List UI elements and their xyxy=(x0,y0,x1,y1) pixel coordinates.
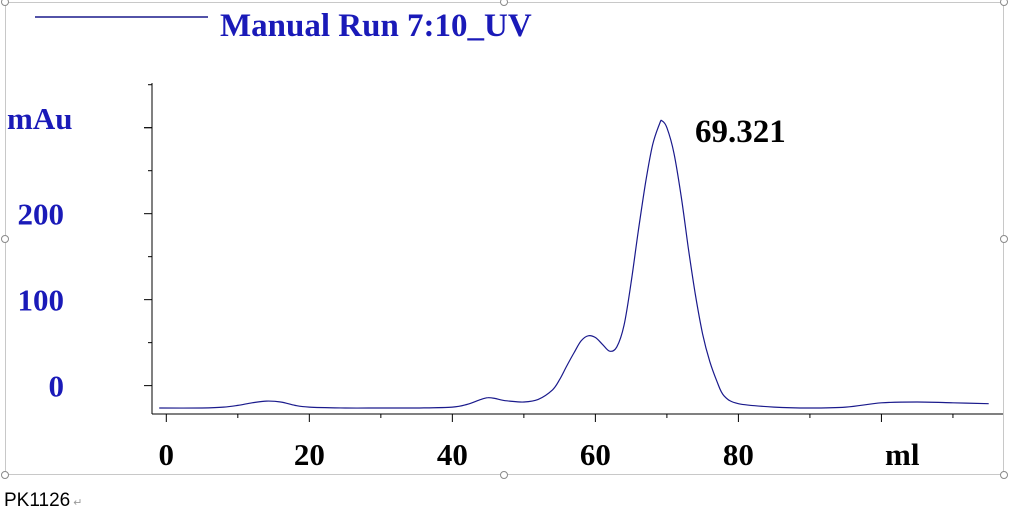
resize-handle-top-right[interactable] xyxy=(1000,0,1008,6)
x-tick-label: 80 xyxy=(723,437,754,472)
resize-handle-bottom-right[interactable] xyxy=(1000,471,1008,479)
x-tick-label: 60 xyxy=(580,437,611,472)
y-tick-label: 200 xyxy=(18,197,65,232)
paragraph-mark-icon: ↵ xyxy=(73,497,83,509)
resize-handle-bottom-middle[interactable] xyxy=(500,471,508,479)
caption-text: PK1126 xyxy=(4,490,71,511)
x-ticks: 0 20 40 60 80 xyxy=(159,414,954,472)
figure-caption: PK1126 ↵ xyxy=(4,490,82,512)
annotation-layer: 69.321 xyxy=(695,114,786,150)
series-line xyxy=(159,119,989,409)
x-tick-label: 20 xyxy=(294,437,325,472)
resize-handle-top-middle[interactable] xyxy=(500,0,508,6)
y-tick-label: 100 xyxy=(18,283,65,318)
y-axis-label: mAu xyxy=(7,101,72,136)
x-tick-label: 0 xyxy=(159,437,175,472)
resize-handle-bottom-left[interactable] xyxy=(1,471,9,479)
resize-handle-middle-right[interactable] xyxy=(1000,235,1008,243)
x-tick-label: 40 xyxy=(437,437,468,472)
resize-handle-top-left[interactable] xyxy=(1,0,9,6)
axes xyxy=(151,83,1003,415)
chromatogram-chart: Manual Run 7:10_UV mAu ml 0 100 200 0 20 40 6… xyxy=(7,8,1003,472)
chart-title: Manual Run 7:10_UV xyxy=(220,8,532,44)
x-axis-label: ml xyxy=(885,437,920,472)
peak-label: 69.321 xyxy=(695,114,786,150)
resize-handle-middle-left[interactable] xyxy=(1,235,9,243)
series-layer xyxy=(159,119,989,409)
y-ticks: 0 100 200 xyxy=(18,84,152,404)
y-tick-label: 0 xyxy=(49,369,65,404)
